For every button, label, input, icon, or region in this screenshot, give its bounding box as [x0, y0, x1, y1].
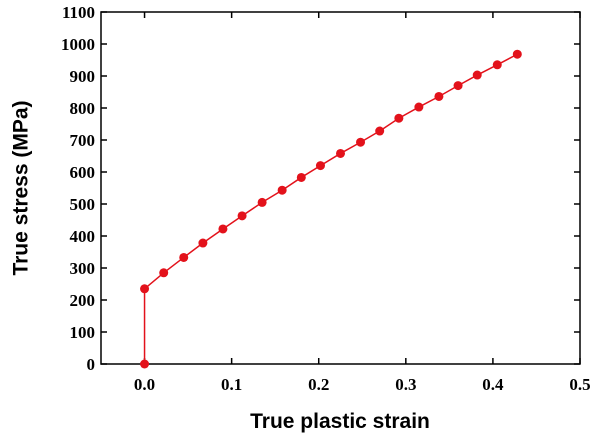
data-point: [434, 91, 444, 101]
y-tick-label: 300: [70, 259, 96, 278]
x-axis-label: True plastic strain: [250, 410, 430, 433]
data-point: [198, 238, 208, 248]
x-tick-label: 0.4: [482, 375, 504, 394]
data-point: [356, 137, 366, 147]
data-point: [296, 172, 306, 182]
y-tick-label: 600: [70, 163, 96, 182]
y-tick-label: 1100: [62, 3, 95, 22]
x-tick-label: 0.5: [569, 375, 590, 394]
x-tick-label: 0.3: [395, 375, 416, 394]
x-tick-label: 0.2: [308, 375, 329, 394]
data-point: [512, 49, 522, 59]
data-point: [218, 224, 228, 234]
data-point: [492, 60, 502, 70]
x-tick-label: 0.0: [134, 375, 155, 394]
data-point: [277, 185, 287, 195]
y-tick-label: 900: [70, 67, 96, 86]
y-tick-label: 700: [70, 131, 96, 150]
plot-frame: [100, 11, 581, 365]
data-point: [394, 113, 404, 123]
data-point: [453, 81, 463, 91]
y-tick-label: 500: [70, 195, 96, 214]
data-point: [336, 148, 345, 158]
y-axis-label: True stress (MPa): [10, 100, 33, 275]
y-tick-label: 400: [70, 227, 96, 246]
series-line: [143, 53, 518, 364]
data-point: [237, 211, 247, 221]
data-point: [159, 268, 169, 278]
data-point: [140, 359, 150, 369]
data-point: [375, 126, 385, 136]
y-tick-label: 100: [70, 323, 96, 342]
x-tick-label: 0.1: [221, 375, 242, 394]
data-point: [472, 70, 482, 80]
data-point: [140, 284, 150, 294]
data-point: [315, 161, 325, 171]
y-tick-label: 200: [70, 291, 96, 310]
data-point: [414, 102, 424, 112]
y-tick-label: 0: [87, 355, 96, 374]
y-tick-label: 1000: [61, 35, 95, 54]
y-tick-label: 800: [70, 99, 96, 118]
data-point: [179, 252, 189, 262]
data-point: [257, 197, 267, 207]
